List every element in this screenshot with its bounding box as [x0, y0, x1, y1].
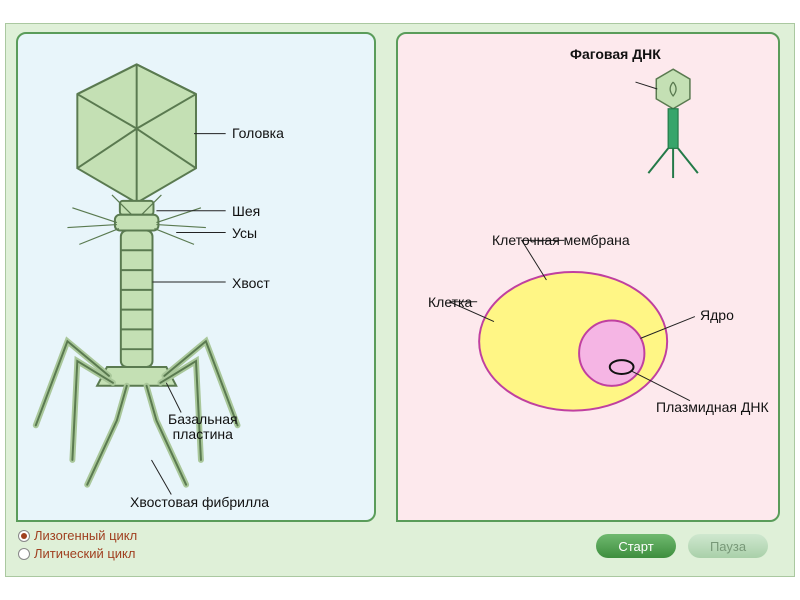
panel-cell: Фаговая ДНК Клеточная мембрана Клетка Яд… — [396, 32, 780, 522]
label-whiskers: Усы — [232, 225, 257, 241]
label-plasmid-dna: Плазмидная ДНК — [656, 399, 769, 415]
label-basal-plate: Базальная пластина — [168, 412, 238, 443]
label-head: Головка — [232, 125, 284, 141]
label-neck: Шея — [232, 203, 260, 219]
label-cell-membrane: Клеточная мембрана — [492, 232, 630, 248]
label-tail-fiber: Хвостовая фибрилла — [130, 494, 269, 510]
start-button-label: Старт — [618, 539, 653, 554]
radio-lytic-label: Литический цикл — [34, 546, 135, 561]
radio-lysogenic[interactable]: Лизогенный цикл — [18, 528, 137, 543]
radio-dot-icon — [18, 548, 30, 560]
radio-lytic[interactable]: Литический цикл — [18, 546, 135, 561]
stage: Головка Шея Усы Хвост Базальная пластина… — [5, 23, 795, 577]
pause-button-label: Пауза — [710, 539, 746, 554]
start-button[interactable]: Старт — [596, 534, 676, 558]
label-cell: Клетка — [428, 294, 472, 310]
label-phage-dna: Фаговая ДНК — [570, 46, 661, 62]
cell-diagram — [398, 34, 778, 520]
label-nucleus: Ядро — [700, 307, 734, 323]
radio-dot-icon — [18, 530, 30, 542]
phage-diagram — [18, 34, 374, 520]
radio-lysogenic-label: Лизогенный цикл — [34, 528, 137, 543]
pause-button[interactable]: Пауза — [688, 534, 768, 558]
label-tail: Хвост — [232, 275, 270, 291]
panel-phage-structure: Головка Шея Усы Хвост Базальная пластина… — [16, 32, 376, 522]
